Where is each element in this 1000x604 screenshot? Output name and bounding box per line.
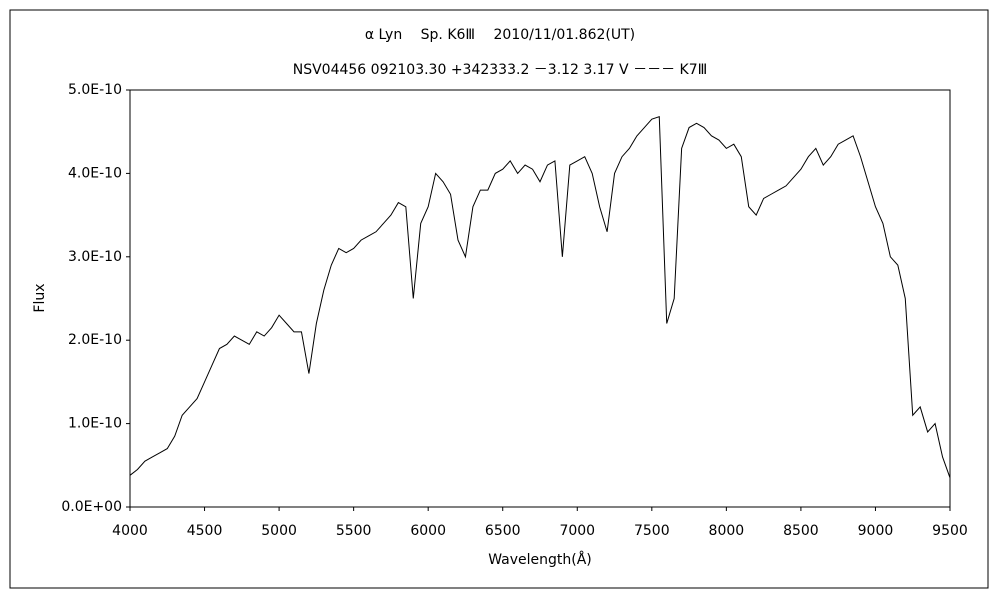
y-tick-label: 1.0E-10 [68, 416, 122, 432]
x-tick-label: 7500 [634, 523, 670, 539]
x-axis-label: Wavelength(Å) [488, 551, 592, 568]
x-tick-label: 6000 [410, 523, 446, 539]
x-tick-label: 8000 [709, 523, 745, 539]
x-tick-label: 9000 [858, 523, 894, 539]
x-tick-label: 4000 [112, 523, 148, 539]
chart-subtitle: NSV04456 092103.30 +342333.2 －3.12 3.17 … [293, 62, 708, 78]
x-tick-label: 8500 [783, 523, 819, 539]
y-tick-label: 4.0E-10 [68, 165, 122, 181]
x-tick-label: 6500 [485, 523, 521, 539]
x-tick-label: 5500 [336, 523, 372, 539]
y-tick-label: 5.0E-10 [68, 82, 122, 98]
plot-frame [129, 89, 951, 508]
chart-title: α Lyn Sp. K6Ⅲ 2010/11/01.862(UT) [365, 27, 635, 43]
x-tick-label: 5000 [261, 523, 297, 539]
y-axis-label: Flux [32, 283, 48, 312]
x-tick-label: 4500 [187, 523, 223, 539]
y-tick-label: 0.0E+00 [61, 499, 122, 515]
x-tick-label: 9500 [932, 523, 968, 539]
y-tick-label: 3.0E-10 [68, 249, 122, 265]
spectrum-line [129, 116, 951, 478]
y-tick-label: 2.0E-10 [68, 332, 122, 348]
chart-border [9, 9, 989, 589]
x-tick-label: 7000 [559, 523, 595, 539]
